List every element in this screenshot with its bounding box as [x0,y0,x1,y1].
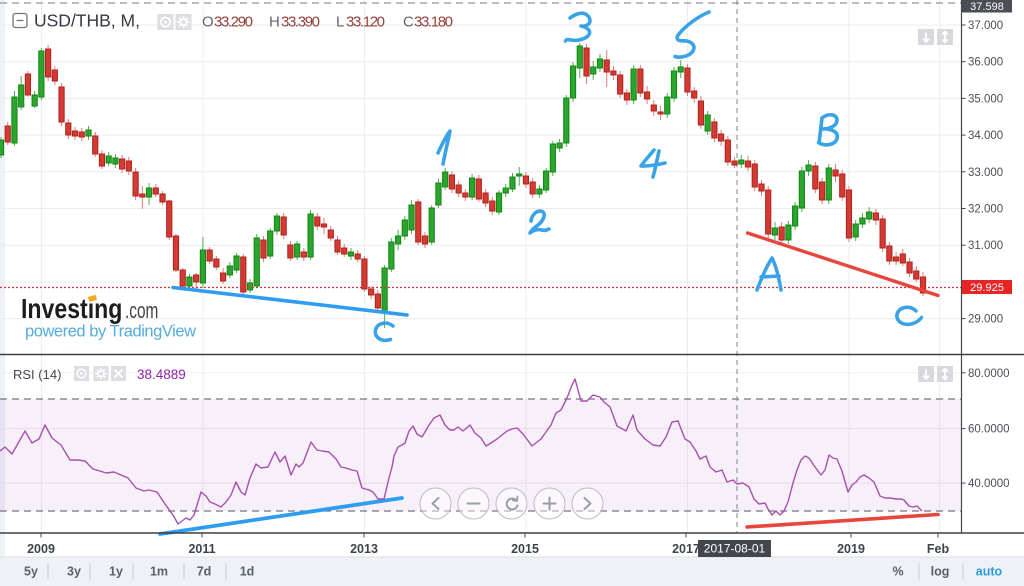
svg-text:2015: 2015 [511,542,539,556]
svg-text:2017-08-01: 2017-08-01 [704,542,766,556]
svg-text:33.000: 33.000 [968,167,1003,179]
svg-text:Investıng: Investıng [21,294,122,325]
svg-text:Feb: Feb [927,542,950,556]
svg-text:.com: .com [125,299,158,323]
svg-text:33.290: 33.290 [214,14,253,31]
svg-text:2019: 2019 [837,542,865,556]
svg-text:%: % [892,565,903,579]
svg-text:log: log [931,565,950,579]
svg-text:auto: auto [976,565,1003,579]
svg-text:38.4889: 38.4889 [137,367,186,382]
svg-text:RSI (14): RSI (14) [13,367,61,382]
svg-text:USD/THB, M,: USD/THB, M, [34,11,140,31]
svg-text:60.0000: 60.0000 [968,424,1010,436]
svg-text:31.000: 31.000 [968,240,1003,252]
svg-text:3y: 3y [67,565,81,579]
svg-text:2011: 2011 [188,542,215,556]
svg-text:29.925: 29.925 [970,282,1004,294]
svg-text:O: O [202,14,214,31]
svg-text:5y: 5y [24,565,38,579]
svg-text:powered by TradingView: powered by TradingView [25,323,196,341]
svg-text:7d: 7d [197,565,212,579]
svg-text:34.000: 34.000 [968,130,1003,142]
svg-text:2013: 2013 [350,542,378,556]
svg-text:1m: 1m [150,565,168,579]
svg-text:80.0000: 80.0000 [968,368,1010,380]
svg-text:35.000: 35.000 [968,93,1003,105]
svg-text:H: H [269,14,280,31]
svg-text:36.000: 36.000 [968,57,1003,69]
svg-text:40.0000: 40.0000 [968,478,1010,490]
svg-text:2017: 2017 [672,542,700,556]
svg-text:37.598: 37.598 [970,1,1004,13]
svg-text:C: C [403,14,414,31]
svg-text:1y: 1y [109,565,123,579]
svg-text:37.000: 37.000 [968,20,1003,32]
svg-text:L: L [336,14,344,31]
svg-text:29.000: 29.000 [968,314,1003,326]
svg-text:2009: 2009 [27,542,55,556]
svg-text:33.180: 33.180 [414,14,453,31]
svg-text:33.390: 33.390 [281,14,320,31]
svg-text:33.120: 33.120 [346,14,385,31]
svg-text:1d: 1d [240,565,255,579]
svg-text:32.000: 32.000 [968,204,1003,216]
